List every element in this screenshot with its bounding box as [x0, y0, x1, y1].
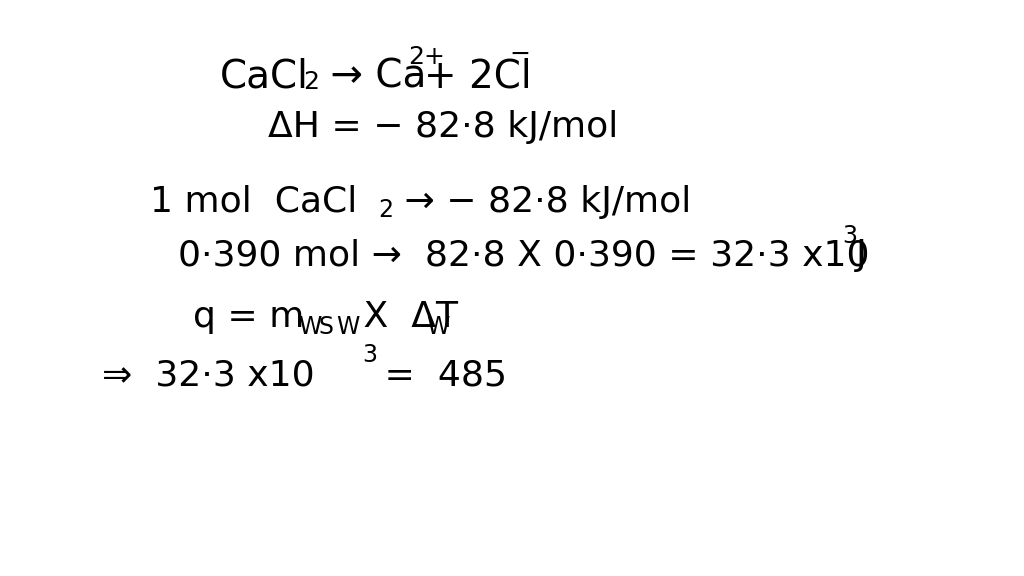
Text: X  ΔT: X ΔT	[352, 300, 458, 334]
Text: 1 mol  CaCl: 1 mol CaCl	[150, 185, 357, 219]
Text: 2: 2	[303, 70, 319, 94]
Text: 3: 3	[362, 343, 377, 367]
Text: 3: 3	[842, 224, 857, 248]
Text: W: W	[336, 315, 359, 339]
Text: −: −	[509, 42, 530, 66]
Text: 0·390 mol →  82·8 X 0·390 = 32·3 x10: 0·390 mol → 82·8 X 0·390 = 32·3 x10	[178, 238, 869, 272]
Text: =  485: = 485	[373, 358, 507, 392]
Text: S: S	[318, 315, 333, 339]
Text: 2+: 2+	[408, 45, 444, 69]
Text: ΔH = − 82·8 kJ/mol: ΔH = − 82·8 kJ/mol	[268, 110, 618, 144]
Text: W: W	[298, 315, 322, 339]
Text: → Ca: → Ca	[318, 58, 426, 96]
Text: + 2Cl: + 2Cl	[424, 58, 531, 96]
Text: ⇒  32·3 x10: ⇒ 32·3 x10	[102, 358, 314, 392]
Text: 2: 2	[378, 198, 393, 222]
Text: W: W	[426, 315, 450, 339]
Text: q = m: q = m	[193, 300, 304, 334]
Text: J: J	[856, 238, 866, 272]
Text: → − 82·8 kJ/mol: → − 82·8 kJ/mol	[393, 185, 691, 219]
Text: CaCl: CaCl	[220, 58, 309, 96]
